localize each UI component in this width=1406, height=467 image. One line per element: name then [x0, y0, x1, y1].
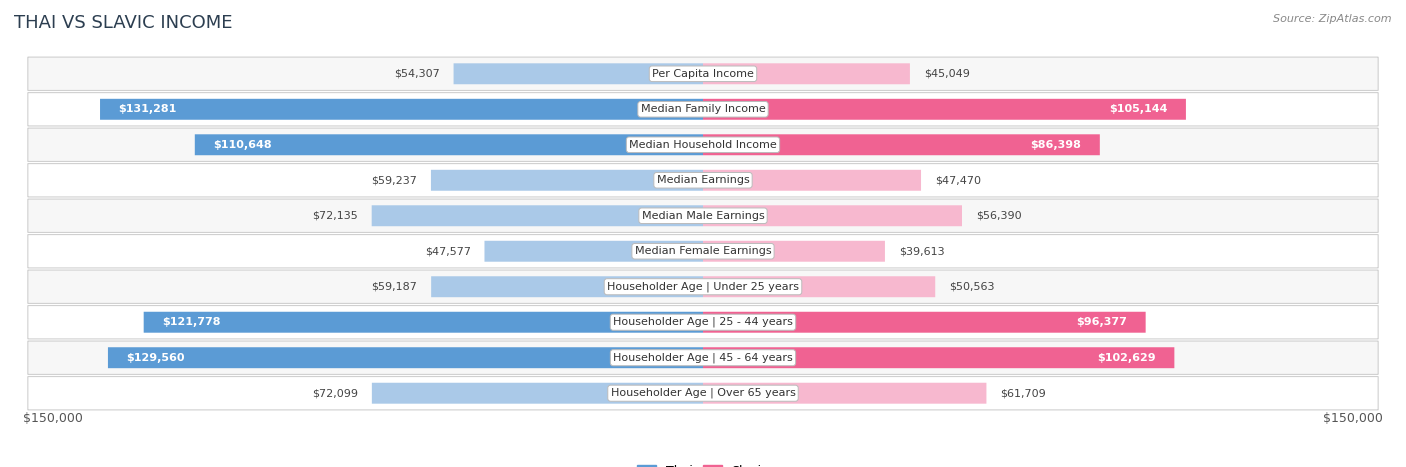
FancyBboxPatch shape [195, 134, 703, 155]
FancyBboxPatch shape [28, 57, 1378, 91]
Text: Source: ZipAtlas.com: Source: ZipAtlas.com [1274, 14, 1392, 24]
Text: $121,778: $121,778 [162, 317, 221, 327]
FancyBboxPatch shape [371, 383, 703, 403]
Text: $61,709: $61,709 [1000, 388, 1046, 398]
Text: $50,563: $50,563 [949, 282, 994, 292]
Text: Householder Age | Over 65 years: Householder Age | Over 65 years [610, 388, 796, 398]
Text: Householder Age | Under 25 years: Householder Age | Under 25 years [607, 282, 799, 292]
Text: $96,377: $96,377 [1077, 317, 1128, 327]
FancyBboxPatch shape [28, 376, 1378, 410]
Text: $131,281: $131,281 [118, 104, 177, 114]
Text: $54,307: $54,307 [394, 69, 440, 79]
Text: $59,237: $59,237 [371, 175, 418, 185]
FancyBboxPatch shape [28, 92, 1378, 126]
FancyBboxPatch shape [703, 276, 935, 297]
FancyBboxPatch shape [143, 312, 703, 333]
FancyBboxPatch shape [703, 312, 1146, 333]
FancyBboxPatch shape [28, 163, 1378, 197]
Text: $105,144: $105,144 [1109, 104, 1167, 114]
Text: $59,187: $59,187 [371, 282, 418, 292]
Text: $39,613: $39,613 [898, 246, 945, 256]
FancyBboxPatch shape [485, 241, 703, 262]
Text: $150,000: $150,000 [1323, 412, 1382, 425]
FancyBboxPatch shape [28, 305, 1378, 339]
Text: Median Family Income: Median Family Income [641, 104, 765, 114]
FancyBboxPatch shape [703, 383, 987, 403]
Text: Median Male Earnings: Median Male Earnings [641, 211, 765, 221]
FancyBboxPatch shape [703, 241, 884, 262]
FancyBboxPatch shape [703, 205, 962, 226]
Legend: Thai, Slavic: Thai, Slavic [633, 460, 773, 467]
FancyBboxPatch shape [454, 64, 703, 84]
Text: $47,577: $47,577 [425, 246, 471, 256]
Text: Householder Age | 45 - 64 years: Householder Age | 45 - 64 years [613, 353, 793, 363]
FancyBboxPatch shape [371, 205, 703, 226]
FancyBboxPatch shape [28, 270, 1378, 304]
Text: $102,629: $102,629 [1097, 353, 1156, 363]
FancyBboxPatch shape [28, 199, 1378, 233]
Text: $47,470: $47,470 [935, 175, 981, 185]
Text: $110,648: $110,648 [214, 140, 271, 150]
Text: THAI VS SLAVIC INCOME: THAI VS SLAVIC INCOME [14, 14, 232, 32]
FancyBboxPatch shape [703, 134, 1099, 155]
FancyBboxPatch shape [28, 128, 1378, 162]
Text: $72,099: $72,099 [312, 388, 359, 398]
Text: Per Capita Income: Per Capita Income [652, 69, 754, 79]
FancyBboxPatch shape [28, 341, 1378, 375]
FancyBboxPatch shape [432, 276, 703, 297]
Text: $86,398: $86,398 [1031, 140, 1081, 150]
Text: $72,135: $72,135 [312, 211, 359, 221]
FancyBboxPatch shape [703, 170, 921, 191]
Text: $150,000: $150,000 [24, 412, 83, 425]
FancyBboxPatch shape [28, 234, 1378, 268]
FancyBboxPatch shape [430, 170, 703, 191]
FancyBboxPatch shape [108, 347, 703, 368]
FancyBboxPatch shape [703, 347, 1174, 368]
Text: Householder Age | 25 - 44 years: Householder Age | 25 - 44 years [613, 317, 793, 327]
FancyBboxPatch shape [100, 99, 703, 120]
Text: Median Female Earnings: Median Female Earnings [634, 246, 772, 256]
Text: $45,049: $45,049 [924, 69, 970, 79]
Text: Median Household Income: Median Household Income [628, 140, 778, 150]
FancyBboxPatch shape [703, 64, 910, 84]
Text: $56,390: $56,390 [976, 211, 1021, 221]
FancyBboxPatch shape [703, 99, 1185, 120]
Text: $129,560: $129,560 [127, 353, 184, 363]
Text: Median Earnings: Median Earnings [657, 175, 749, 185]
